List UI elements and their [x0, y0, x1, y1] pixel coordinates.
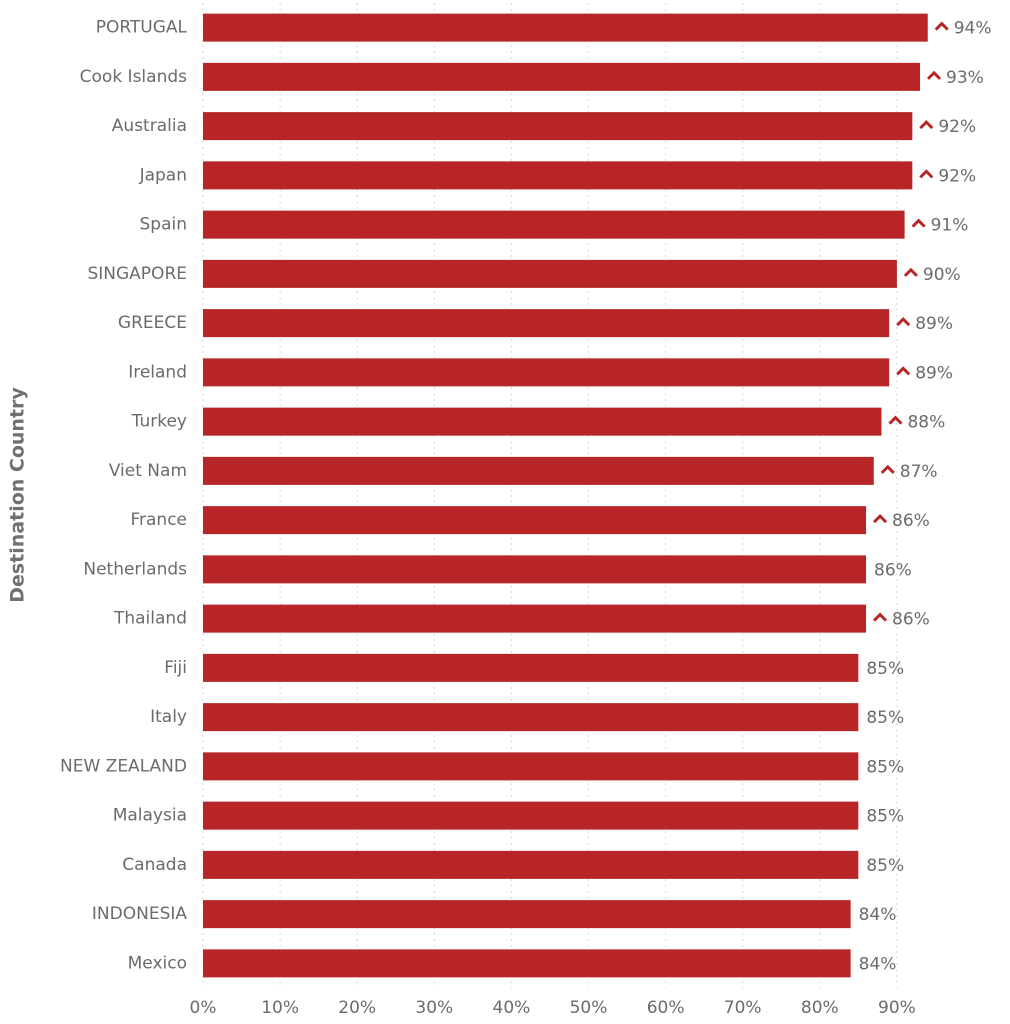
y-tick-label: Spain: [140, 215, 188, 235]
y-tick-label: INDONESIA: [92, 904, 187, 924]
up-arrow: [934, 21, 949, 31]
value-label: 93%: [946, 68, 984, 88]
y-tick-label: Viet Nam: [109, 461, 187, 481]
y-tick-label: Italy: [150, 707, 187, 727]
value-label: 94%: [954, 19, 992, 39]
bar: [203, 604, 867, 633]
y-tick-label: Ireland: [128, 362, 187, 382]
up-arrow: [880, 464, 895, 474]
y-tick-label: GREECE: [118, 313, 187, 333]
bar: [203, 259, 897, 288]
value-label: 88%: [907, 413, 945, 433]
bar: [203, 112, 913, 141]
bar: [203, 506, 867, 535]
value-label: 84%: [859, 954, 897, 974]
y-tick-label: Thailand: [113, 609, 187, 629]
value-label: 86%: [892, 610, 930, 630]
x-tick-label: 10%: [261, 998, 299, 1018]
y-tick-label: SINGAPORE: [87, 264, 187, 284]
bar: [203, 801, 859, 830]
x-tick-label: 30%: [415, 998, 453, 1018]
y-tick-label: Australia: [112, 116, 187, 136]
value-label: 92%: [938, 166, 976, 186]
value-label: 91%: [931, 216, 969, 236]
value-label: 85%: [866, 757, 904, 777]
value-label: 85%: [866, 708, 904, 728]
bar: [203, 752, 859, 781]
x-tick-label: 70%: [724, 998, 762, 1018]
bar: [203, 407, 882, 436]
bar: [203, 210, 905, 239]
bar: [203, 161, 913, 190]
y-tick-label: Cook Islands: [80, 67, 187, 87]
bar: [203, 949, 851, 978]
bar: [203, 13, 928, 42]
value-label: 85%: [866, 807, 904, 827]
y-axis-label: Destination Country: [7, 387, 29, 603]
y-tick-label: France: [130, 510, 187, 530]
up-arrow: [872, 612, 888, 622]
up-arrow: [888, 415, 903, 425]
x-tick-label: 90%: [878, 998, 916, 1018]
y-tick-label: Malaysia: [113, 806, 187, 826]
up-arrow: [896, 317, 911, 327]
x-tick-label: 20%: [338, 998, 376, 1018]
bar: [203, 358, 890, 387]
up-arrow: [919, 169, 934, 179]
value-label: 92%: [938, 117, 976, 137]
bar: [203, 62, 921, 91]
y-tick-label: Canada: [122, 855, 187, 875]
up-arrow: [911, 218, 926, 228]
x-tick-label: 50%: [570, 998, 608, 1018]
bar: [203, 850, 859, 879]
up-arrow: [896, 366, 911, 376]
bar: [203, 309, 890, 338]
y-tick-label: Mexico: [128, 953, 187, 973]
x-tick-label: 80%: [801, 998, 839, 1018]
y-tick-label: Japan: [139, 165, 187, 185]
value-label: 90%: [923, 265, 961, 285]
bar: [203, 703, 859, 732]
bar: [203, 555, 867, 584]
up-arrow: [926, 70, 942, 80]
value-label: 87%: [900, 462, 938, 482]
y-tick-label: Fiji: [164, 658, 187, 678]
up-arrow: [872, 514, 888, 524]
y-tick-label: NEW ZEALAND: [60, 756, 187, 776]
bar: [203, 653, 859, 682]
up-arrow: [903, 267, 918, 277]
x-tick-label: 60%: [647, 998, 685, 1018]
y-tick-label: Netherlands: [83, 559, 187, 579]
value-label: 84%: [859, 905, 897, 925]
x-tick-label: 40%: [493, 998, 531, 1018]
x-tick-label: 0%: [190, 998, 217, 1018]
bar: [203, 900, 851, 929]
y-tick-label: Turkey: [131, 412, 187, 432]
value-label: 89%: [915, 314, 953, 334]
up-arrow: [919, 120, 934, 130]
value-label: 85%: [866, 856, 904, 876]
value-label: 86%: [892, 511, 930, 531]
value-label: 85%: [866, 659, 904, 679]
value-label: 89%: [915, 363, 953, 383]
y-tick-label: PORTUGAL: [96, 18, 188, 38]
value-label: 86%: [874, 560, 912, 580]
bar: [203, 456, 874, 485]
